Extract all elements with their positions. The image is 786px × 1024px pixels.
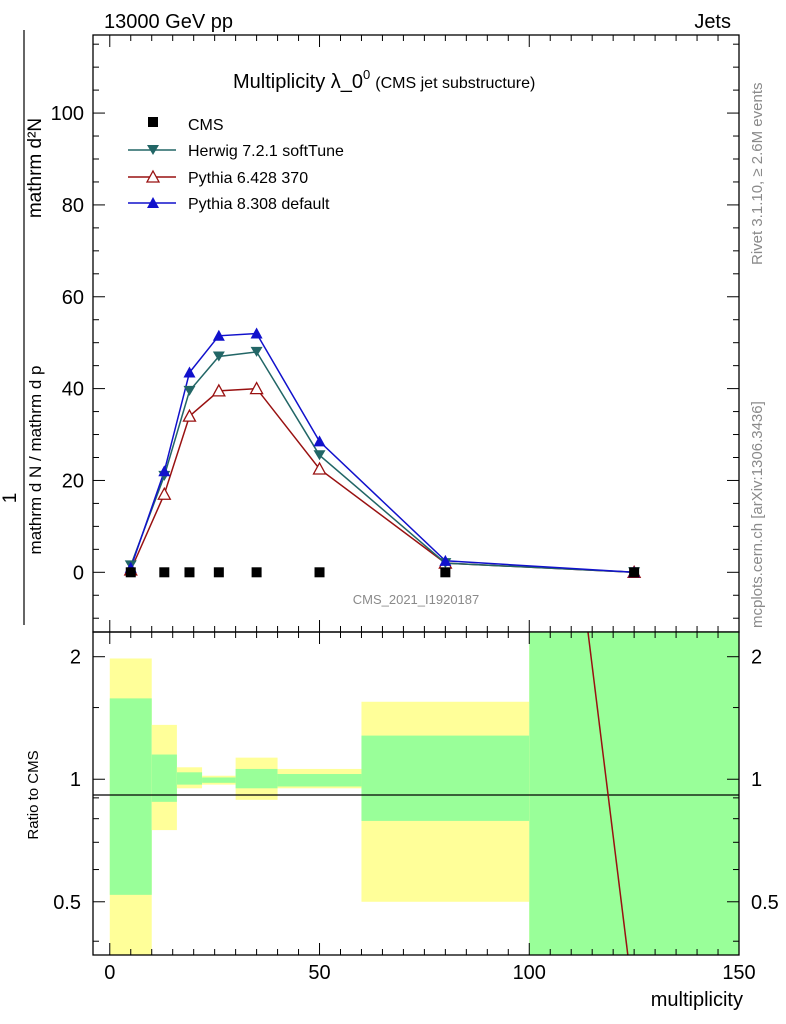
xtick-label: 50 [308,962,330,984]
legend-label-herwig: Herwig 7.2.1 softTune [188,143,344,160]
main-ytick-label: 100 [51,103,84,125]
point-1-5 [313,450,326,461]
chart-title: Multiplicity λ_00 (CMS jet substructure) [233,67,535,93]
cms-point-4 [251,567,262,578]
cms-point-6 [440,567,451,578]
chart-title-sup: 0 [363,67,370,82]
legend-label-cms: CMS [188,117,224,134]
ratio-ytick-label-right: 0.5 [751,892,779,914]
ratio-frame [92,631,740,956]
main-ytick-label: 0 [73,562,84,584]
cms-point-0 [125,567,136,578]
main-ytick-label: 20 [62,470,84,492]
main-ytick-label: 60 [62,287,84,309]
ylabel-denominator: mathrm d N / mathrm d p [26,366,45,555]
ratio-tick-labels: 0.5 0.5 1 1 2 2 0 50 100 150 [53,647,779,984]
header-right: Jets [694,11,731,33]
cms-point-1 [159,567,170,578]
ratio-ytick-label: 0.5 [53,892,81,914]
ratio-band-inner-2 [176,772,203,785]
ratio-band-inner-3 [202,777,236,783]
legend-marker-pythia8 [147,197,159,208]
xtick-label: 0 [104,962,115,984]
ratio-ylabel: Ratio to CMS [25,750,42,839]
rivet-label: Rivet 3.1.10, ≥ 2.6M events [749,83,766,266]
point-3-3 [212,329,225,341]
ratio-bands [109,632,739,955]
mcplots-label: mcplots.cern.ch [arXiv:1306.3436] [749,401,766,628]
legend: CMS Herwig 7.2.1 softTune Pythia 6.428 3… [128,117,344,213]
point-2-4 [249,381,264,395]
ratio-band-inner-4 [235,768,278,789]
point-3-2 [183,366,196,378]
point-3-1 [158,465,171,477]
point-1-4 [250,346,263,357]
point-1-2 [183,385,196,396]
ratio-panel: 0.5 0.5 1 1 2 2 0 50 100 150 Ratio to CMS multipl… [25,631,779,1011]
ylabel-prefix: 1 [0,493,21,504]
xtick-label: 150 [722,962,755,984]
ratio-line-pythia6 [587,631,629,956]
main-ytick-label: 40 [62,379,84,401]
main-ticks [93,35,740,632]
ratio-ytick-label-right: 2 [751,647,762,669]
ratio-ytick-label-right: 1 [751,769,762,791]
ratio-band-inner-5 [277,774,362,787]
point-3-5 [313,435,326,447]
series-line-2 [130,387,635,574]
ratio-ytick-label: 1 [70,769,81,791]
main-ylabel: 1 mathrm d²N mathrm d N / mathrm d p [0,30,46,625]
ratio-band-inner-7 [529,632,739,955]
cms-point-3 [213,567,224,578]
point-2-5 [312,461,327,475]
point-2-1 [157,486,172,500]
ratio-band-inner-6 [361,735,530,821]
series-line-3 [130,332,635,574]
legend-marker-herwig [147,145,159,155]
ratio-ticks [93,632,740,955]
chart-title-sub: (CMS jet substructure) [375,75,535,92]
legend-marker-cms [148,117,158,127]
point-1-3 [212,351,225,362]
ratio-ytick-label: 2 [70,647,81,669]
chart-title-main: Multiplicity λ_0 [233,71,363,93]
ylabel-numerator: mathrm d²N [25,118,46,218]
point-3-6 [439,554,452,566]
ratio-band-inner-0 [109,698,152,895]
ratio-lines [587,631,629,956]
cms-point-7 [629,567,640,578]
cms-point-2 [184,567,195,578]
xtick-label: 100 [513,962,546,984]
xlabel: multiplicity [651,989,743,1011]
analysis-watermark: CMS_2021_I1920187 [353,592,480,607]
main-ytick-label: 80 [62,195,84,217]
legend-label-pythia6: Pythia 6.428 370 [188,170,308,187]
point-2-2 [182,408,197,422]
main-tick-labels: 0 20 40 60 80 100 [51,103,84,584]
main-series [123,327,642,578]
series-line-1 [130,351,635,574]
header-left: 13000 GeV pp [104,11,233,33]
point-3-4 [250,327,263,339]
legend-marker-pythia6 [145,169,161,183]
cms-point-5 [314,567,325,578]
legend-label-pythia8: Pythia 8.308 default [188,196,330,213]
point-2-3 [211,383,226,397]
ratio-band-inner-1 [151,754,177,802]
